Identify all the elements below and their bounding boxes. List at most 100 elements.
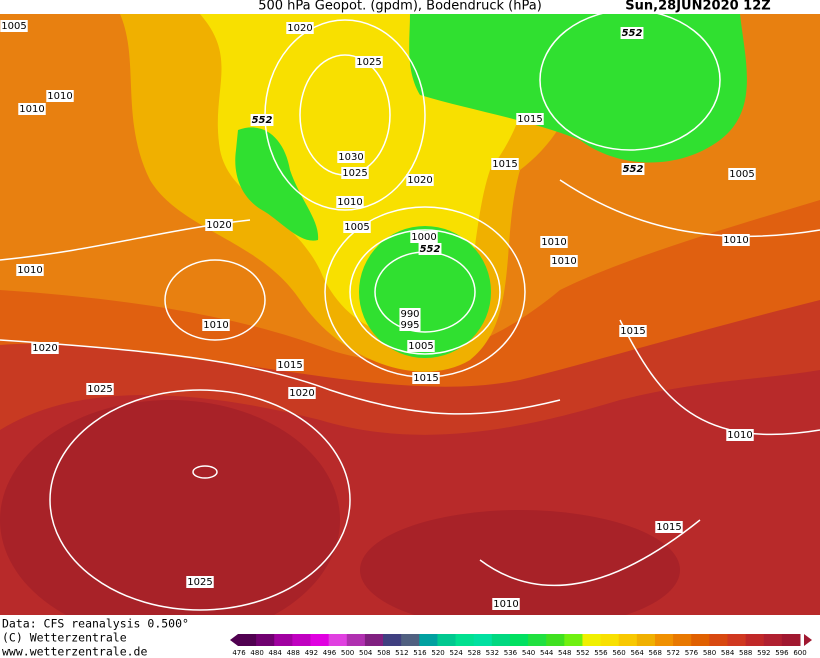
legend-label: 552 <box>576 649 589 657</box>
footer-url: www.wetterzentrale.de <box>2 645 147 658</box>
legend-swatch <box>401 634 420 646</box>
legend-swatch <box>636 634 656 646</box>
label-box <box>186 576 214 588</box>
legend-swatch <box>528 634 547 646</box>
legend-label: 484 <box>269 649 283 657</box>
legend-label: 528 <box>468 649 481 657</box>
legend-swatch <box>419 634 438 646</box>
isobar-label-text: 1010 <box>541 237 566 248</box>
legend-label: 556 <box>594 649 608 657</box>
legend-swatch <box>274 634 293 646</box>
legend-swatch <box>763 634 783 646</box>
isobar-label-text: 1005 <box>1 21 26 32</box>
legend-swatch <box>437 634 457 646</box>
legend-label: 560 <box>612 649 625 657</box>
isobar-label-text: 1010 <box>337 197 362 208</box>
isobar-label: 1020 <box>288 387 316 399</box>
legend-label: 512 <box>395 649 408 657</box>
isobar-label-text: 1015 <box>620 326 645 337</box>
isobar-label-text: 1010 <box>493 599 518 610</box>
legend-label: 580 <box>703 649 716 657</box>
isobar-label: 1010 <box>550 255 578 267</box>
label-box <box>550 255 578 267</box>
geopotential-label: 552 <box>420 244 441 255</box>
legend-label: 564 <box>630 649 644 657</box>
isobar-label: 1000 <box>410 231 438 243</box>
isobar-label-text: 1015 <box>492 159 517 170</box>
label-box <box>46 90 74 102</box>
label-box <box>336 196 364 208</box>
isobar-label-text: 1015 <box>277 360 302 371</box>
isobar-label: 1020 <box>406 174 434 186</box>
isobar-label: 1010 <box>722 234 750 246</box>
isobar-label: 1025 <box>86 383 114 395</box>
legend-swatch <box>709 634 728 646</box>
label-box <box>0 20 28 32</box>
isobar-label-text: 1010 <box>19 104 44 115</box>
isobar-label: 1025 <box>341 167 369 179</box>
legend-label: 536 <box>504 649 518 657</box>
legend-swatch <box>781 634 801 646</box>
footer-copyright: (C) Wetterzentrale <box>2 631 127 645</box>
isobar-label: 1025 <box>186 576 214 588</box>
isobar-label-text: 1025 <box>342 168 367 179</box>
legend-swatch <box>238 634 257 646</box>
label-box <box>722 234 750 246</box>
isobar-label-text: 1025 <box>356 57 381 68</box>
isobar-label: 1010 <box>726 429 754 441</box>
legend-swatch <box>673 634 692 646</box>
isobar-label: 990 <box>399 308 421 320</box>
label-box <box>202 319 230 331</box>
label-box <box>655 521 683 533</box>
isobar-label-text: 1010 <box>203 320 228 331</box>
legend-swatch <box>310 634 330 646</box>
legend-label: 544 <box>540 649 554 657</box>
isobar-label: 552 <box>620 27 644 39</box>
label-box <box>491 158 519 170</box>
label-box <box>16 264 44 276</box>
legend-swatch <box>364 634 384 646</box>
isobar-label-text: 1005 <box>408 341 433 352</box>
label-box <box>406 174 434 186</box>
label-box <box>341 167 369 179</box>
legend-swatch <box>328 634 348 646</box>
label-box <box>492 598 520 610</box>
isobar-label: 1010 <box>18 103 46 115</box>
isobar-label-text: 1030 <box>338 152 363 163</box>
isobar-label-text: 1020 <box>32 343 57 354</box>
isobar-label: 1015 <box>655 521 683 533</box>
legend-swatch <box>727 634 747 646</box>
legend-label: 504 <box>359 649 373 657</box>
label-box <box>337 151 365 163</box>
isobar-label-text: 1025 <box>187 577 212 588</box>
label-box <box>31 342 59 354</box>
legend-label: 572 <box>667 649 680 657</box>
label-box <box>288 387 316 399</box>
label-box <box>410 231 438 243</box>
isobar-label: 1020 <box>286 22 314 34</box>
isobar-label-text: 1015 <box>413 373 438 384</box>
isobar-label: 1025 <box>355 56 383 68</box>
isobar-label: 1030 <box>337 151 365 163</box>
label-box <box>726 429 754 441</box>
isobar-label: 1010 <box>540 236 568 248</box>
label-box <box>18 103 46 115</box>
legend-label: 516 <box>413 649 427 657</box>
legend-swatch <box>346 634 366 646</box>
legend-swatch <box>618 634 638 646</box>
map-title: 500 hPa Geopot. (gpdm), Bodendruck (hPa) <box>258 0 542 14</box>
map-field <box>0 14 820 615</box>
isobar-label-text: 1025 <box>87 384 112 395</box>
label-box <box>399 308 421 320</box>
isobar-label: 1010 <box>336 196 364 208</box>
isobar-label: 1005 <box>728 168 756 180</box>
isobar-label: 552 <box>250 114 274 126</box>
legend-label: 540 <box>522 649 535 657</box>
legend-swatch <box>745 634 765 646</box>
label-box <box>418 243 442 255</box>
isobar-label-text: 1010 <box>727 430 752 441</box>
legend-swatch <box>383 634 402 646</box>
isobar-label-text: 1020 <box>287 23 312 34</box>
legend-label: 576 <box>685 649 699 657</box>
isobar-label: 1015 <box>619 325 647 337</box>
